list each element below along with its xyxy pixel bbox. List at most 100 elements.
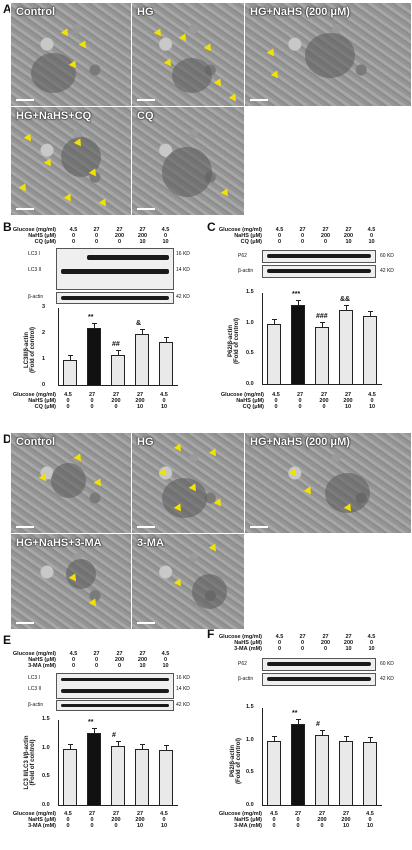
- condition-value: 0: [71, 657, 76, 663]
- x-condition-value: 0: [272, 817, 276, 823]
- bar: [110, 745, 126, 806]
- em-title-hg-nahs: HG+NaHS (200 μM): [250, 6, 350, 18]
- error-bar: [142, 743, 143, 749]
- x-condition-label: Glucose (mg/ml): [220, 392, 264, 398]
- f-label-actin: β-actin: [238, 676, 254, 682]
- bar: [134, 748, 150, 806]
- em-image-hg-nahs: HG+NaHS (200 μM): [244, 2, 412, 107]
- x-condition-label: CQ (μM): [34, 404, 56, 410]
- significance-mark: **: [88, 313, 94, 321]
- x-condition-value: 0: [296, 817, 300, 823]
- f-blot-p62: [262, 658, 376, 671]
- em2-title-hg-nahs-3ma: HG+NaHS+3-MA: [16, 537, 102, 549]
- condition-value: 4.5: [69, 651, 78, 657]
- f-label-p62: P62: [238, 661, 247, 667]
- condition-value: 10: [162, 239, 169, 245]
- x-condition-value: 10: [344, 404, 352, 410]
- x-condition-label: NaHS (μM): [234, 817, 262, 823]
- c-blot-p62: [262, 250, 376, 263]
- c-label-p62: P62: [238, 253, 247, 259]
- condition-value: 27: [322, 634, 329, 640]
- c-label-actin: β-actin: [238, 268, 254, 274]
- condition-value: 0: [117, 239, 122, 245]
- x-condition-value: 200: [111, 398, 121, 404]
- error-cap: [344, 735, 349, 737]
- error-bar: [70, 355, 71, 360]
- bar: [290, 305, 306, 385]
- error-bar: [142, 329, 143, 334]
- x-condition-value: 10: [160, 823, 168, 829]
- em2-title-control: Control: [16, 436, 56, 448]
- condition-value: 0: [369, 640, 374, 646]
- e-y-axis-title: LC3 II/LC3 I/β-actin (Fold of control): [24, 735, 36, 790]
- bar: [134, 334, 150, 386]
- significance-mark: ###: [316, 312, 328, 320]
- x-condition-value: 27: [318, 811, 326, 817]
- x-condition-value: 200: [343, 398, 353, 404]
- bar: [314, 735, 330, 806]
- em2-title-3ma: 3-MA: [137, 537, 164, 549]
- y-tick-label: 1: [42, 356, 46, 362]
- x-condition-value: 10: [368, 404, 376, 410]
- error-cap: [320, 321, 325, 323]
- x-condition-value: 27: [294, 811, 302, 817]
- c-bar-chart: 0.0 0.5 1.0 1.5 *** ### &&: [246, 289, 382, 387]
- condition-value: 27: [116, 651, 123, 657]
- e-label-lc3i: LC3 I: [28, 675, 40, 681]
- x-condition-value: 4.5: [160, 392, 168, 398]
- y-tick-label: 3: [42, 304, 46, 310]
- error-cap: [92, 728, 97, 730]
- x-condition-value: 0: [370, 398, 374, 404]
- c-x-condition-table: Glucose (mg/ml) 4.5 27 27 27 4.5 NaHS (μM) 0 0 20…: [212, 392, 384, 410]
- x-condition-value: 0: [298, 398, 302, 404]
- b-y-axis-title: LC3II/β-actin (Fold of control): [24, 327, 36, 373]
- f-bar-chart: 0.0 0.5 1.0 1.5 ** #: [246, 704, 382, 808]
- y-tick-label: 1.5: [246, 704, 254, 710]
- f-kd60: 60 KD: [380, 661, 394, 667]
- y-tick-label: 0.0: [42, 802, 50, 808]
- condition-value: 0: [300, 640, 305, 646]
- error-bar: [346, 305, 347, 311]
- bar: [86, 327, 102, 386]
- condition-value: 0: [94, 657, 99, 663]
- y-axis-line: [58, 720, 59, 806]
- e-blot-actin: [56, 700, 174, 711]
- bar: [158, 749, 174, 806]
- e-label-actin: β-actin: [28, 702, 44, 708]
- x-condition-value: 0: [66, 817, 70, 823]
- error-cap: [68, 743, 73, 745]
- e-label-lc3ii: LC3 II: [28, 686, 42, 692]
- error-bar: [322, 321, 323, 327]
- em2-image-hg-nahs-3ma: HG+NaHS+3-MA: [10, 533, 132, 630]
- bar: [290, 724, 306, 806]
- bar: [338, 740, 354, 806]
- x-condition-value: 10: [342, 823, 350, 829]
- condition-value: 0: [300, 646, 305, 652]
- y-axis-line: [58, 308, 59, 386]
- e-x-condition-table: Glucose (mg/ml) 4.5 27 27 27 4.5 NaHS (μM) 0 0 20…: [4, 811, 176, 829]
- condition-value: 4.5: [69, 227, 78, 233]
- x-condition-value: 10: [136, 404, 144, 410]
- x-condition-value: 0: [114, 404, 118, 410]
- x-condition-value: 27: [344, 392, 352, 398]
- bar: [362, 316, 378, 385]
- x-condition-value: 0: [90, 817, 94, 823]
- x-condition-value: 10: [366, 823, 374, 829]
- x-condition-value: 4.5: [270, 811, 278, 817]
- y-tick-label: 0.0: [246, 802, 254, 808]
- bar: [62, 748, 78, 806]
- x-condition-label: NaHS (μM): [28, 398, 56, 404]
- error-bar: [94, 322, 95, 328]
- error-cap: [368, 311, 373, 313]
- panel-label-e: E: [3, 633, 12, 647]
- error-cap: [320, 730, 325, 732]
- x-condition-value: 200: [111, 817, 121, 823]
- error-bar: [70, 743, 71, 749]
- significance-mark: &&: [340, 296, 351, 304]
- bar: [266, 740, 282, 806]
- x-condition-value: 0: [66, 404, 70, 410]
- error-bar: [370, 311, 371, 317]
- condition-value: 10: [345, 646, 352, 652]
- x-condition-value: 4.5: [366, 811, 374, 817]
- e-condition-table: Glucose (mg/ml) 4.5 27 27 27 4.5 NaHS (μM) 0…: [12, 651, 202, 669]
